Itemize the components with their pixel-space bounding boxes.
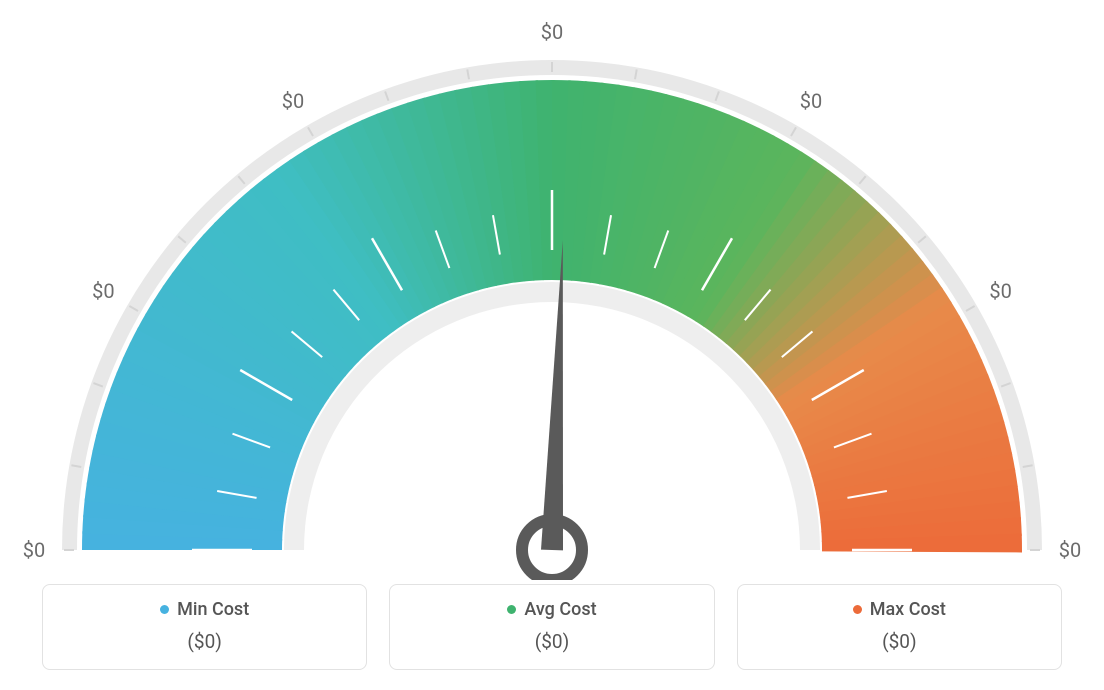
gauge-tick-label: $0 — [541, 20, 563, 44]
legend-value: ($0) — [748, 630, 1051, 653]
legend-card-avg: Avg Cost ($0) — [389, 584, 714, 670]
dot-icon — [507, 605, 516, 614]
legend-value: ($0) — [53, 630, 356, 653]
dot-icon — [160, 605, 169, 614]
legend-label: Max Cost — [870, 599, 946, 620]
legend-row: Min Cost ($0) Avg Cost ($0) Max Cost ($0… — [42, 584, 1062, 670]
legend-title-avg: Avg Cost — [507, 599, 596, 620]
legend-title-max: Max Cost — [853, 599, 946, 620]
legend-label: Min Cost — [177, 599, 249, 620]
legend-title-min: Min Cost — [160, 599, 249, 620]
legend-label: Avg Cost — [524, 599, 596, 620]
gauge-chart: $0$0$0$0$0$0$0 — [42, 20, 1062, 580]
legend-card-max: Max Cost ($0) — [737, 584, 1062, 670]
gauge-tick-label: $0 — [800, 89, 822, 113]
legend-card-min: Min Cost ($0) — [42, 584, 367, 670]
gauge-svg — [42, 20, 1062, 580]
legend-value: ($0) — [400, 630, 703, 653]
dot-icon — [853, 605, 862, 614]
gauge-tick-label: $0 — [282, 89, 304, 113]
gauge-tick-label: $0 — [1059, 538, 1081, 562]
gauge-tick-label: $0 — [92, 279, 114, 303]
gauge-tick-label: $0 — [989, 279, 1011, 303]
gauge-tick-label: $0 — [23, 538, 45, 562]
